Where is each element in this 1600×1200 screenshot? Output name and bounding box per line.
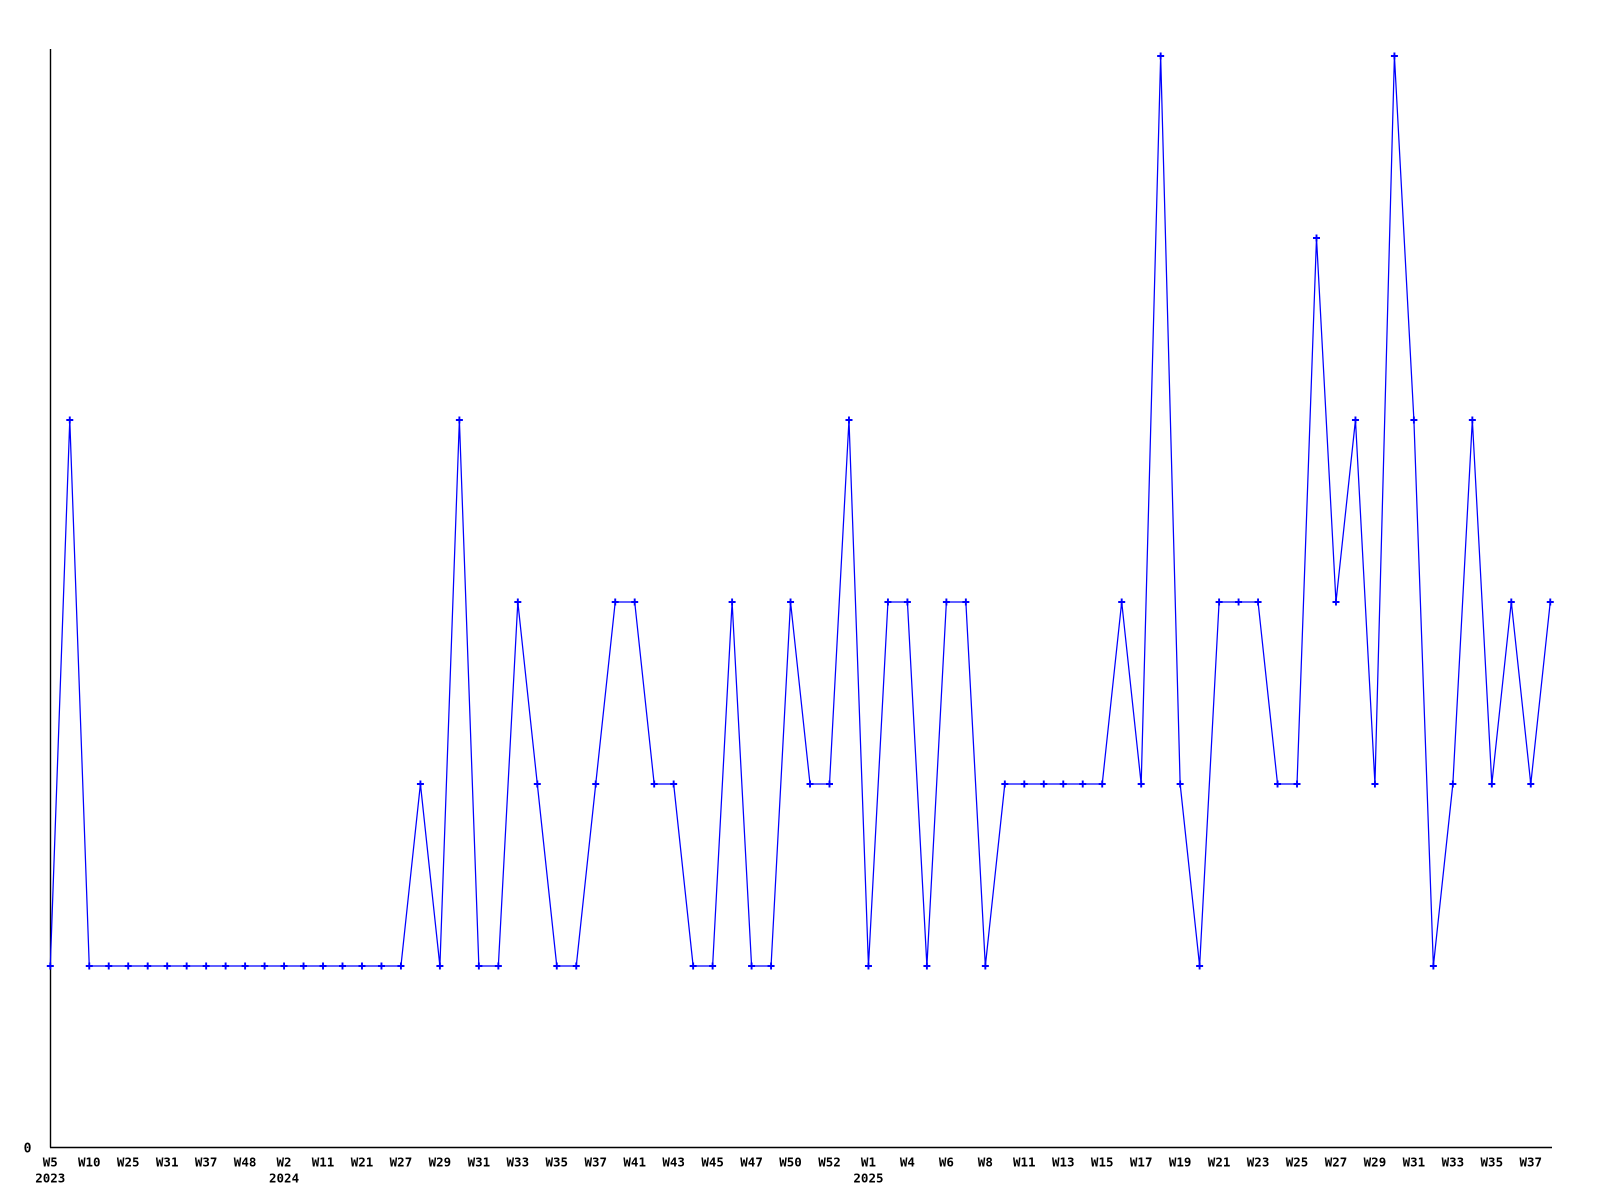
x-tick-label: W31 — [468, 1155, 491, 1170]
x-tick-label: W50 — [779, 1155, 802, 1170]
x-tick-label: W33 — [507, 1155, 530, 1170]
x-tick-label: W48 — [234, 1155, 257, 1170]
x-tick-label: W31 — [156, 1155, 179, 1170]
axes — [49, 49, 1552, 1149]
axis-labels: 0 W5 W10 W25 W31 W37 W48 W2 W11 W21 W27 W29 W31 W33 W3… — [24, 1142, 1542, 1186]
x-tick-label: W37 — [195, 1155, 218, 1170]
x-tick-label: W31 — [1403, 1155, 1426, 1170]
x-tick-label: W35 — [545, 1155, 568, 1170]
x-tick-label: W1 — [861, 1155, 876, 1170]
x-tick-label: W21 — [1208, 1155, 1231, 1170]
data-point-markers — [46, 52, 1554, 970]
x-tick-label: W25 — [1286, 1155, 1309, 1170]
x-tick-label: W29 — [429, 1155, 452, 1170]
x-tick-label: W37 — [1519, 1155, 1542, 1170]
x-tick-label: W25 — [117, 1155, 140, 1170]
x-tick-label: W27 — [390, 1155, 413, 1170]
x-tick-label: W27 — [1325, 1155, 1348, 1170]
x-tick-label: W41 — [623, 1155, 646, 1170]
x-tick-label: W11 — [1013, 1155, 1036, 1170]
x-tick-label: W37 — [584, 1155, 607, 1170]
x-tick-label: W43 — [662, 1155, 685, 1170]
x-tick-label: W35 — [1481, 1155, 1504, 1170]
x-tick-label: W5 — [43, 1155, 58, 1170]
x-tick-label: W29 — [1364, 1155, 1387, 1170]
x-tick-label: W4 — [900, 1155, 915, 1170]
x-tick-label: W17 — [1130, 1155, 1153, 1170]
x-axis-year-label: 2025 — [853, 1171, 883, 1186]
x-tick-label: W47 — [740, 1155, 763, 1170]
x-tick-label: W45 — [701, 1155, 724, 1170]
x-tick-label: W52 — [818, 1155, 841, 1170]
series-line — [49, 55, 1551, 967]
x-axis-year-label: 2024 — [269, 1171, 299, 1186]
y-axis-zero-label: 0 — [24, 1142, 32, 1157]
x-tick-label: W2 — [277, 1155, 292, 1170]
x-tick-label: W6 — [939, 1155, 954, 1170]
x-tick-label: W23 — [1247, 1155, 1270, 1170]
x-tick-label: W8 — [978, 1155, 993, 1170]
x-tick-label: W21 — [351, 1155, 374, 1170]
x-tick-label: W19 — [1169, 1155, 1192, 1170]
x-tick-label: W15 — [1091, 1155, 1114, 1170]
x-tick-label: W10 — [78, 1155, 101, 1170]
x-axis-year-label: 2023 — [35, 1171, 65, 1186]
data-series — [46, 52, 1554, 970]
x-tick-label: W13 — [1052, 1155, 1075, 1170]
x-tick-label: W11 — [312, 1155, 335, 1170]
x-tick-label: W33 — [1442, 1155, 1465, 1170]
